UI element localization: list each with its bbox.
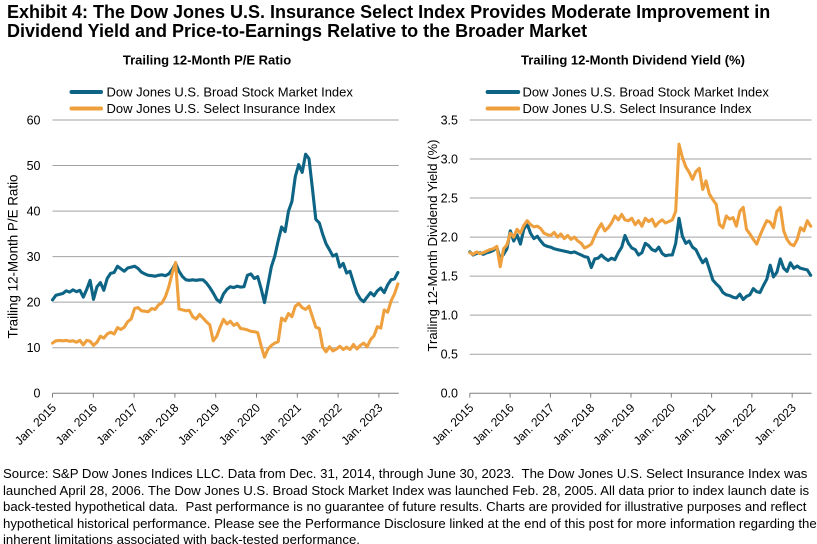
svg-text:Jan. 2019: Jan. 2019 xyxy=(590,400,637,447)
svg-text:Dow Jones U.S. Broad Stock Mar: Dow Jones U.S. Broad Stock Market Index xyxy=(523,85,770,100)
svg-text:Jan. 2018: Jan. 2018 xyxy=(134,400,181,447)
svg-text:Dow Jones U.S. Broad Stock Mar: Dow Jones U.S. Broad Stock Market Index xyxy=(107,85,354,100)
svg-text:Jan. 2020: Jan. 2020 xyxy=(631,400,678,447)
svg-text:Jan. 2017: Jan. 2017 xyxy=(94,400,141,447)
svg-text:1.5: 1.5 xyxy=(441,270,458,284)
svg-text:Trailing 12-Month P/E Ratio: Trailing 12-Month P/E Ratio xyxy=(123,53,291,68)
svg-text:Jan. 2019: Jan. 2019 xyxy=(175,400,222,447)
svg-text:50: 50 xyxy=(27,159,41,173)
svg-text:Trailing 12-Month Dividend Yie: Trailing 12-Month Dividend Yield (%) xyxy=(521,53,745,68)
svg-text:0: 0 xyxy=(34,387,41,401)
svg-text:1.0: 1.0 xyxy=(441,309,458,323)
svg-text:Jan. 2018: Jan. 2018 xyxy=(550,400,597,447)
svg-text:Dow Jones U.S. Select Insuranc: Dow Jones U.S. Select Insurance Index xyxy=(523,101,753,116)
svg-text:40: 40 xyxy=(27,205,41,219)
svg-text:Dow Jones U.S. Select Insuranc: Dow Jones U.S. Select Insurance Index xyxy=(107,101,337,116)
svg-text:Jan. 2016: Jan. 2016 xyxy=(53,400,100,447)
svg-text:Jan. 2021: Jan. 2021 xyxy=(671,400,718,447)
svg-text:30: 30 xyxy=(27,250,41,264)
svg-text:Jan. 2021: Jan. 2021 xyxy=(257,400,304,447)
svg-text:3.5: 3.5 xyxy=(441,114,458,128)
svg-text:Jan. 2017: Jan. 2017 xyxy=(510,400,557,447)
svg-text:Jan. 2022: Jan. 2022 xyxy=(298,400,345,447)
svg-text:20: 20 xyxy=(27,296,41,310)
svg-text:Jan. 2022: Jan. 2022 xyxy=(711,400,758,447)
svg-text:3.0: 3.0 xyxy=(441,153,458,167)
svg-text:Trailing 12-Month P/E Ratio: Trailing 12-Month P/E Ratio xyxy=(6,175,21,339)
svg-text:0.0: 0.0 xyxy=(441,387,458,401)
svg-text:Jan. 2023: Jan. 2023 xyxy=(752,400,799,447)
svg-text:2.0: 2.0 xyxy=(441,231,458,245)
svg-text:2.5: 2.5 xyxy=(441,192,458,206)
svg-text:Jan. 2015: Jan. 2015 xyxy=(12,400,59,447)
svg-text:0.5: 0.5 xyxy=(441,348,458,362)
svg-text:Jan. 2016: Jan. 2016 xyxy=(470,400,517,447)
svg-text:Jan. 2020: Jan. 2020 xyxy=(216,400,263,447)
svg-text:10: 10 xyxy=(27,341,41,355)
svg-text:Jan. 2023: Jan. 2023 xyxy=(338,400,385,447)
svg-text:60: 60 xyxy=(27,114,41,128)
svg-text:Jan. 2015: Jan. 2015 xyxy=(429,400,476,447)
svg-text:Trailing 12-Month Dividend Yie: Trailing 12-Month Dividend Yield (%) xyxy=(425,139,440,351)
